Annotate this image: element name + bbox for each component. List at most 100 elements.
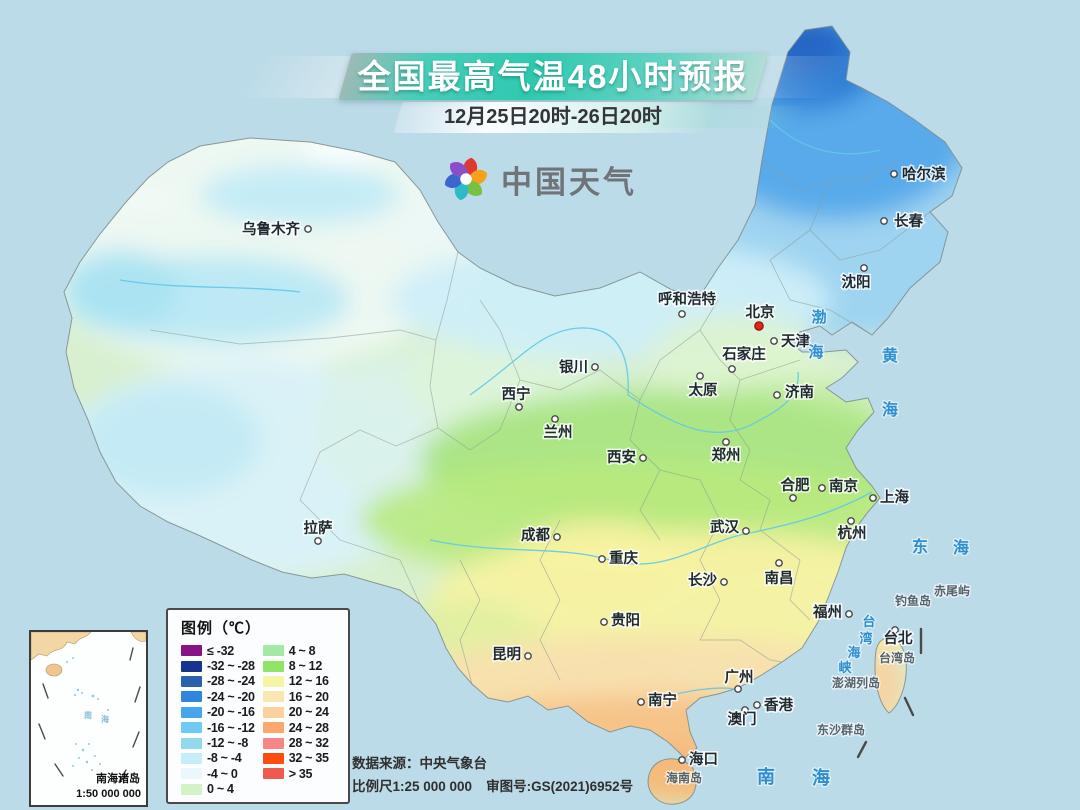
legend-swatch bbox=[262, 645, 284, 657]
city-marker bbox=[818, 484, 826, 492]
legend-item: -8 ~ -4 bbox=[181, 751, 255, 766]
city-label: 沈阳 bbox=[842, 273, 871, 291]
city-label: 郑州 bbox=[712, 446, 741, 464]
title-banner: 全国最高气温48小时预报 bbox=[338, 53, 768, 100]
city-marker bbox=[678, 310, 686, 318]
legend-swatch bbox=[262, 706, 284, 718]
city-label: 长春 bbox=[894, 212, 923, 230]
legend-swatch bbox=[262, 722, 284, 734]
city-银川: 银川 bbox=[558, 357, 599, 378]
rivers bbox=[119, 119, 881, 701]
city-西宁: 西宁 bbox=[500, 384, 532, 411]
city-济南: 济南 bbox=[773, 382, 816, 403]
city-marker bbox=[880, 217, 888, 225]
city-重庆: 重庆 bbox=[598, 548, 640, 569]
city-label: 香港 bbox=[764, 696, 793, 714]
city-marker bbox=[753, 701, 761, 709]
inset-map-svg: 南 海 南海诸岛 1:50 000 000 bbox=[30, 631, 147, 805]
city-长沙: 长沙 bbox=[687, 570, 728, 591]
city-marker bbox=[696, 372, 704, 380]
legend-swatch bbox=[181, 691, 202, 703]
inset-coast bbox=[30, 631, 92, 661]
island-label-钓鱼岛: 钓鱼岛 bbox=[895, 593, 931, 608]
legend-range-label: -28 ~ -24 bbox=[207, 674, 255, 689]
city-label: 上海 bbox=[880, 488, 909, 506]
legend-swatch bbox=[181, 675, 202, 687]
legend-range-label: -16 ~ -12 bbox=[207, 720, 255, 735]
legend-swatch bbox=[181, 660, 202, 672]
svg-text:峡: 峡 bbox=[838, 660, 852, 675]
inset-sea-char-1: 南 bbox=[84, 710, 92, 720]
inset-hainan bbox=[45, 663, 63, 677]
legend-range-label: > 35 bbox=[288, 766, 313, 781]
legend-swatch bbox=[181, 752, 202, 764]
city-杭州: 杭州 bbox=[836, 517, 868, 544]
city-北京: 北京 bbox=[744, 302, 776, 331]
city-marker bbox=[789, 494, 797, 502]
legend-range-label: 4 ~ 8 bbox=[288, 643, 316, 658]
legend-swatch bbox=[262, 675, 284, 687]
city-拉萨: 拉萨 bbox=[302, 518, 334, 545]
inset-dashes bbox=[38, 647, 141, 783]
pinwheel-petal bbox=[449, 162, 469, 178]
legend-range-label: 28 ~ 32 bbox=[288, 736, 329, 751]
svg-text:海: 海 bbox=[808, 343, 823, 361]
legend-item: 20 ~ 24 bbox=[262, 705, 329, 720]
svg-text:黄: 黄 bbox=[882, 346, 898, 365]
city-label: 西宁 bbox=[502, 385, 531, 403]
city-label: 济南 bbox=[785, 383, 814, 401]
city-label: 重庆 bbox=[609, 549, 638, 567]
city-label: 合肥 bbox=[780, 476, 810, 494]
forecast-period: 12月25日20时-26日20时 bbox=[444, 106, 662, 128]
svg-text:渤: 渤 bbox=[811, 308, 826, 326]
legend-range-label: 12 ~ 16 bbox=[288, 674, 329, 689]
city-label: 哈尔滨 bbox=[902, 165, 946, 183]
city-marker bbox=[639, 454, 647, 462]
legend-range-label: 24 ~ 28 bbox=[288, 720, 329, 735]
city-label: 海口 bbox=[689, 750, 718, 768]
svg-text:海: 海 bbox=[953, 538, 969, 557]
city-label: 贵阳 bbox=[611, 611, 640, 629]
city-label: 乌鲁木齐 bbox=[242, 220, 300, 238]
legend-range-label: 8 ~ 12 bbox=[288, 659, 323, 674]
legend-item: > 35 bbox=[262, 766, 329, 781]
map-scale: 比例尺1:25 000 000 bbox=[352, 779, 473, 794]
city-label: 北京 bbox=[746, 303, 775, 321]
legend-range-label: -32 ~ -28 bbox=[207, 659, 255, 674]
sea-label-南海: 南海 bbox=[756, 765, 832, 790]
city-哈尔滨: 哈尔滨 bbox=[890, 164, 947, 185]
sea-label-渤海: 渤海 bbox=[807, 307, 828, 363]
city-label: 拉萨 bbox=[304, 519, 333, 537]
city-成都: 成都 bbox=[520, 525, 561, 546]
sea-label-黄海: 黄海 bbox=[881, 345, 900, 421]
legend-range-label: -8 ~ -4 bbox=[207, 751, 242, 766]
legend-swatch bbox=[181, 706, 202, 718]
city-南京: 南京 bbox=[818, 476, 860, 497]
legend-range-label: -20 ~ -16 bbox=[207, 705, 255, 720]
city-台北: 台北 bbox=[882, 626, 914, 649]
legend-swatch bbox=[181, 768, 202, 780]
legend-item: 28 ~ 32 bbox=[262, 735, 329, 751]
city-label: 长沙 bbox=[688, 571, 717, 589]
data-source: 数据来源：中央气象台 bbox=[352, 756, 487, 771]
legend-swatch bbox=[181, 722, 202, 734]
legend-item: -4 ~ 0 bbox=[181, 766, 255, 781]
city-label: 天津 bbox=[781, 332, 810, 350]
legend-range-label: -4 ~ 0 bbox=[207, 766, 238, 781]
legend-item: 16 ~ 20 bbox=[262, 689, 329, 704]
city-西安: 西安 bbox=[606, 447, 647, 468]
city-marker bbox=[847, 517, 855, 525]
legend-item: -24 ~ -20 bbox=[181, 689, 255, 704]
legend-title: 图例（℃） bbox=[181, 620, 262, 637]
city-marker bbox=[845, 610, 853, 618]
legend-swatch bbox=[181, 737, 202, 749]
city-海口: 海口 bbox=[678, 749, 720, 770]
legend-swatch bbox=[262, 752, 284, 764]
svg-text:海: 海 bbox=[847, 645, 860, 660]
city-marker bbox=[728, 365, 736, 373]
svg-text:南: 南 bbox=[757, 766, 775, 787]
pinwheel-icon bbox=[444, 157, 488, 201]
city-label: 武汉 bbox=[710, 518, 739, 536]
city-label: 南京 bbox=[829, 477, 858, 495]
